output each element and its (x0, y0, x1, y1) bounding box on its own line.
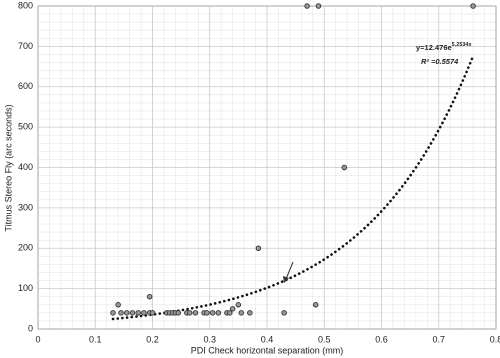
data-point (175, 310, 182, 316)
data-point (149, 310, 156, 316)
data-point (192, 310, 199, 316)
data-point (129, 310, 136, 316)
plot-border (37, 5, 497, 330)
data-point (341, 164, 348, 171)
equation-exponent: 5.2534x (452, 42, 473, 48)
data-point (247, 310, 253, 316)
y-tick-label: 600 (18, 81, 33, 91)
data-point (135, 310, 141, 316)
x-tick-label: 0.5 (318, 334, 331, 344)
data-point (123, 310, 130, 316)
data-point (118, 310, 124, 316)
equation-base: y=12.476e (416, 43, 452, 52)
data-point (229, 306, 236, 312)
data-point (209, 310, 216, 316)
y-tick-label: 0 (28, 323, 33, 333)
data-point (110, 310, 116, 316)
data-point (204, 310, 210, 316)
data-point (215, 310, 222, 316)
data-point (470, 3, 476, 9)
data-point (115, 302, 121, 308)
y-tick-label: 100 (18, 283, 33, 293)
data-point (146, 293, 153, 300)
y-tick-label: 500 (18, 122, 33, 132)
trendline (111, 54, 475, 321)
data-point (315, 3, 322, 9)
r-squared: R² =0.5574 (421, 57, 459, 66)
y-tick-label: 800 (18, 0, 33, 10)
data-point (238, 310, 244, 316)
y-tick-label: 700 (18, 41, 33, 51)
arrow-shaft (285, 261, 294, 280)
x-tick-label: 0.1 (89, 334, 102, 344)
x-tick-label: 0.4 (261, 334, 274, 344)
y-tick-label: 200 (18, 243, 33, 253)
annotation-arrow (283, 261, 294, 283)
data-point (186, 310, 193, 316)
x-tick-label: 0.7 (432, 334, 445, 344)
arrow-head (283, 276, 289, 283)
data-point (141, 310, 147, 316)
x-tick-label: 0.8 (490, 334, 500, 344)
y-tick-label: 400 (18, 162, 33, 172)
x-axis-title: PDI Check horizontal separation (mm) (191, 345, 344, 355)
x-tick-label: 0.2 (146, 334, 159, 344)
plot-area (37, 3, 497, 330)
x-tick-label: 0 (35, 334, 40, 344)
y-tick-label: 300 (18, 202, 33, 212)
data-point (255, 245, 262, 251)
data-point (312, 302, 319, 308)
trend-equation: y=12.476e5.2534x (416, 42, 472, 52)
data-point (227, 310, 233, 316)
data-point (235, 302, 242, 308)
x-tick-label: 0.3 (203, 334, 216, 344)
y-axis-title: Titmus Stereo Fly (arc seconds) (3, 104, 13, 231)
data-point (281, 310, 287, 316)
data-point (304, 3, 310, 9)
x-tick-label: 0.6 (375, 334, 388, 344)
